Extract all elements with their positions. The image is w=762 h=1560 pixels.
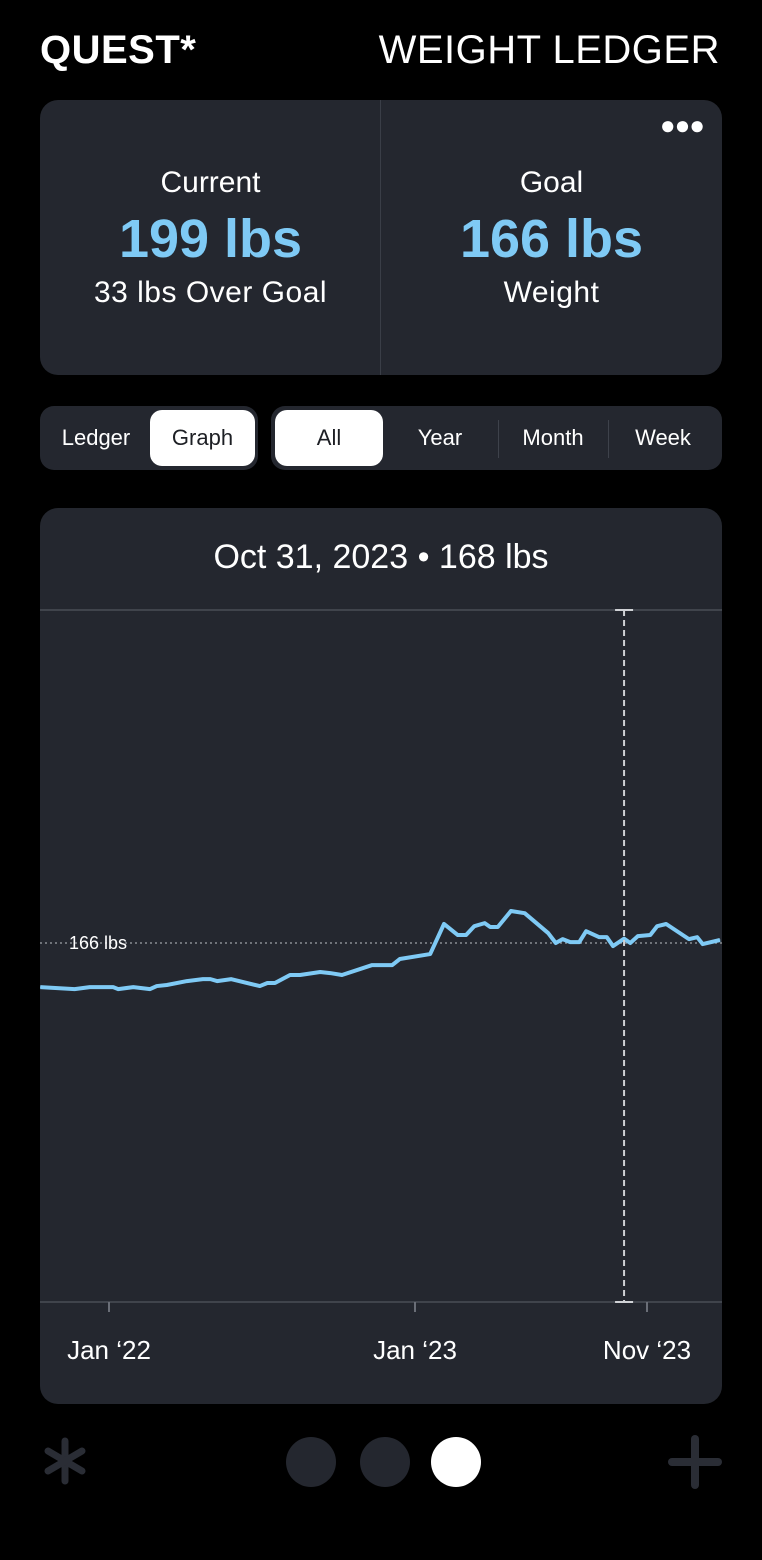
range-month[interactable]: Month: [522, 425, 584, 450]
data-point: [585, 930, 587, 932]
current-weight-panel: Current 199 lbs 33 lbs Over Goal: [40, 100, 381, 375]
separator: [608, 420, 609, 458]
chart-svg[interactable]: 166 lbs Jan ‘22 Jan ‘23 Nov ‘23: [40, 508, 722, 1404]
data-point: [457, 934, 459, 936]
x-tick-label: Nov ‘23: [603, 1335, 691, 1365]
data-point: [688, 938, 690, 940]
data-point: [465, 934, 467, 936]
page-dot-2[interactable]: [360, 1437, 410, 1487]
data-point: [299, 974, 301, 976]
data-point: [612, 945, 614, 947]
data-point: [329, 972, 331, 974]
goal-sub: Weight: [503, 276, 600, 309]
data-point: [696, 936, 698, 938]
data-point: [606, 936, 608, 938]
x-tick-label: Jan ‘22: [67, 1335, 151, 1365]
data-point: [656, 925, 658, 927]
data-point: [489, 926, 491, 928]
data-point: [649, 934, 651, 936]
plus-icon[interactable]: [668, 1435, 722, 1494]
data-point: [555, 942, 557, 944]
data-point: [156, 985, 158, 987]
range-year[interactable]: Year: [417, 425, 463, 450]
data-point: [289, 974, 291, 976]
current-label: Current: [160, 166, 261, 199]
goal-value: 166 lbs: [459, 209, 644, 269]
ledger-tab[interactable]: Ledger: [61, 425, 131, 450]
data-point: [40, 986, 41, 988]
goal-label: Goal: [519, 166, 584, 199]
data-point: [524, 912, 526, 914]
data-point: [117, 988, 119, 990]
data-point: [112, 986, 114, 988]
goal-weight-panel: Goal 166 lbs Weight: [381, 100, 722, 375]
page-dot-1[interactable]: [286, 1437, 336, 1487]
data-point: [202, 978, 204, 980]
over-goal-text: 33 lbs Over Goal: [93, 276, 328, 309]
data-point: [319, 971, 321, 973]
asterisk-icon[interactable]: [40, 1436, 90, 1491]
weight-chart[interactable]: Oct 31, 2023 • 168 lbs 166 lbs Jan ‘22 Jan…: [40, 508, 722, 1404]
data-point: [637, 935, 639, 937]
data-point: [473, 925, 475, 927]
page-title: WEIGHT LEDGER: [378, 28, 720, 72]
data-point: [380, 964, 382, 966]
data-point: [562, 938, 564, 940]
data-point: [149, 988, 151, 990]
data-point: [259, 985, 261, 987]
goal-line-label: 166 lbs: [69, 933, 127, 953]
data-point: [629, 942, 631, 944]
range-week[interactable]: Week: [635, 425, 691, 450]
data-point: [569, 941, 571, 943]
data-point: [274, 982, 276, 984]
divider: [380, 100, 381, 375]
page-dot-3-active[interactable]: [431, 1437, 481, 1487]
data-point: [216, 980, 218, 982]
data-point: [497, 926, 499, 928]
data-point: [230, 978, 232, 980]
separator: [498, 420, 499, 458]
chart-readout: Oct 31, 2023 • 168 lbs: [213, 538, 549, 576]
graph-tab[interactable]: Graph: [150, 410, 255, 466]
data-point: [510, 910, 512, 912]
data-point: [391, 964, 393, 966]
data-point: [547, 932, 549, 934]
data-point: [166, 984, 168, 986]
range-toggle: All Year Month Week: [271, 406, 722, 470]
data-point: [719, 939, 721, 941]
data-point: [371, 964, 373, 966]
data-point: [132, 986, 134, 988]
data-point: [341, 974, 343, 976]
data-point: [443, 923, 445, 925]
view-toggle: Ledger Graph: [40, 406, 258, 470]
weight-line: [40, 909, 721, 992]
stats-card: Current 199 lbs 33 lbs Over Goal Goal 16…: [40, 100, 722, 375]
ellipsis-icon[interactable]: ●●●: [659, 110, 705, 140]
data-point: [89, 986, 91, 988]
data-point: [665, 923, 667, 925]
data-point: [484, 922, 486, 924]
range-all[interactable]: All: [275, 410, 383, 466]
x-tick-label: Jan ‘23: [373, 1335, 457, 1365]
current-value: 199 lbs: [118, 209, 303, 269]
data-point: [623, 938, 625, 940]
brand-logo: QUEST*: [40, 28, 197, 72]
data-point: [578, 941, 580, 943]
data-point: [74, 988, 76, 990]
data-point: [266, 982, 268, 984]
data-point: [209, 978, 211, 980]
data-point: [429, 953, 431, 955]
data-point: [399, 958, 401, 960]
data-point: [702, 943, 704, 945]
data-point: [598, 936, 600, 938]
data-point: [186, 980, 188, 982]
